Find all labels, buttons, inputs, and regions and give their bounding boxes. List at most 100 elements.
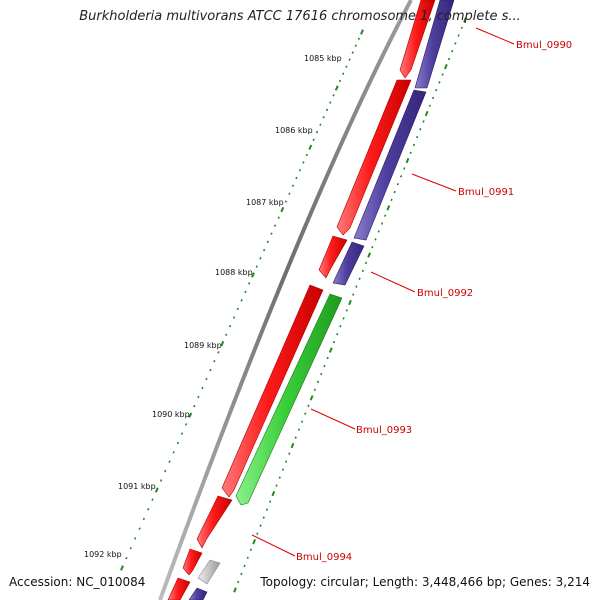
callout-line-bmul-0991 [411,173,457,192]
gene-small-reverse[interactable] [188,587,208,600]
scale-tick [295,176,298,180]
scale-tick [334,85,339,91]
scale-tick [220,340,225,347]
inner-tick [358,277,361,281]
gene-bmul-0992-forward[interactable] [318,235,348,279]
inner-tick [384,214,387,217]
scale-tick [154,487,159,493]
callout-line-bmul-0994 [251,534,296,557]
inner-tick [320,372,323,376]
inner-tick [348,299,352,306]
gene-bmul-0993-forward[interactable] [221,284,324,498]
inner-tick [396,182,400,186]
scale-tick [147,507,150,511]
scale-tick [302,161,305,164]
scale-tick [332,94,335,97]
scale-tick [348,58,351,61]
scale-tick [172,451,175,454]
inner-tick [441,73,444,76]
gene-small-forward-2[interactable] [167,577,191,600]
inner-tick [304,412,307,415]
inner-tick [399,175,403,178]
scale-tick [134,537,137,540]
scale-tick [184,423,188,426]
scale-tick [357,37,361,41]
inner-tick [252,539,257,545]
gene-small-forward-1[interactable] [182,548,203,576]
map-title: Burkholderia multivorans ATCC 17616 chro… [79,9,521,24]
scale-tick [240,299,243,302]
callout-line-bmul-0993 [310,408,356,430]
scale-tick [312,138,315,141]
scale-tick [273,224,277,227]
inner-tick [435,88,438,92]
scale-tick [360,29,364,35]
inner-tick [419,127,422,131]
gene-bmul-0990-forward[interactable] [399,0,436,79]
gene-bmul-0991-reverse[interactable] [353,89,427,241]
callout-lines [251,27,515,557]
gene-bmul-0990-reverse[interactable] [414,0,455,89]
scale-tick [197,395,200,399]
scale-tick [142,517,146,521]
inner-tick [271,490,276,497]
inner-tick [460,26,463,30]
inner-tick [345,309,348,312]
scale-tick [244,290,247,294]
scale-tick [338,79,342,83]
callout-line-bmul-0992 [370,271,416,293]
scale-tick [205,377,208,381]
scale-tick [342,72,345,76]
scale-tick [259,257,262,260]
scale-tick [228,324,232,328]
scale-tick [248,282,251,285]
scale-label: 1087 kbp [246,198,284,207]
scale-tick [201,386,204,390]
inner-tick [249,548,253,551]
gene-bmul-0993-reverse[interactable] [235,293,343,506]
inner-tick [339,324,342,328]
inner-tick [275,484,278,487]
inner-tick [309,395,314,401]
scale-tick [266,240,269,244]
scale-ticks [120,29,364,571]
inner-tick [409,151,412,155]
gene-label-bmul-0993[interactable]: Bmul_0993 [356,425,412,436]
scale-tick [125,556,128,560]
gene-bmul-0991-forward[interactable] [336,79,412,236]
scale-tick [270,232,273,235]
inner-tick [328,347,333,353]
reverse-strand [188,0,455,600]
inner-tick [390,198,393,202]
inner-tick [438,81,441,84]
gene-bmul-0992-reverse[interactable] [332,241,365,286]
gene-bmul-0994-reverse[interactable] [197,559,221,585]
scale-tick [168,460,171,463]
inner-tick [415,135,419,139]
inner-tick [457,34,460,37]
scale-label: 1092 kbp [84,550,122,559]
gene-label-bmul-0991[interactable]: Bmul_0991 [458,187,514,198]
inner-tick [300,420,304,423]
scale-tick [129,546,132,550]
scale-tick [120,565,124,571]
chromosome-backbone [158,0,413,600]
scale-tick [138,527,141,530]
scale-tick [351,51,354,54]
scale-tick [280,206,285,213]
gene-bmul-0994-forward[interactable] [196,495,233,549]
inner-tick [463,17,467,23]
inner-tick [307,404,310,407]
inner-tick [364,261,368,265]
scale-tick [305,153,308,157]
scale-tick [345,65,348,68]
inner-tick [380,222,384,225]
gene-label-bmul-0992[interactable]: Bmul_0992 [417,288,473,299]
gene-label-bmul-0994[interactable]: Bmul_0994 [296,552,352,563]
inner-tick [323,364,326,368]
inner-tick [403,167,406,170]
gene-label-bmul-0990[interactable]: Bmul_0990 [516,40,572,51]
scale-tick [255,265,258,268]
inner-tick [243,564,246,568]
